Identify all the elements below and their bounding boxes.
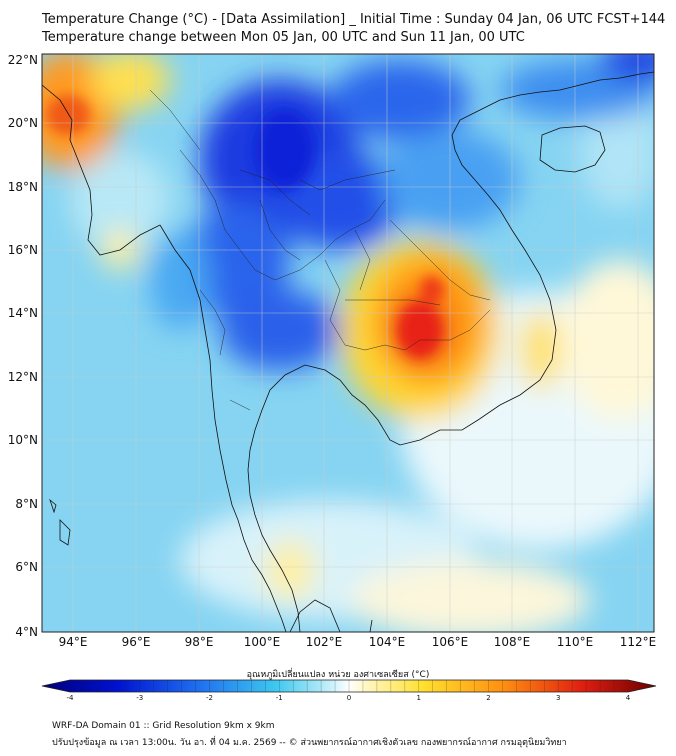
lat-label: 22°N (8, 53, 38, 67)
lon-label: 112°E (620, 635, 657, 649)
coastlines (42, 71, 654, 632)
lon-label: 104°E (369, 635, 406, 649)
lat-label: 16°N (8, 243, 38, 257)
colorbar-tick-label: -2 (206, 694, 213, 702)
lon-label: 110°E (557, 635, 594, 649)
lat-label: 8°N (15, 497, 38, 511)
colorbar-tick-label: -4 (67, 694, 75, 702)
colorbar-tick-label: 1 (417, 694, 421, 702)
lat-label: 14°N (8, 306, 38, 320)
colorbar-tick-label: 0 (347, 694, 351, 702)
country-borders (149, 89, 491, 411)
colorbar-tick-label: 4 (626, 694, 631, 702)
colorbar-bar (41, 679, 657, 693)
latitude-axis: 22°N 20°N 18°N 16°N 14°N 12°N 10°N 8°N 6… (8, 53, 38, 639)
lon-label: 102°E (306, 635, 343, 649)
lon-label: 94°E (59, 635, 88, 649)
lat-label: 10°N (8, 433, 38, 447)
lon-label: 106°E (432, 635, 469, 649)
lat-label: 18°N (8, 180, 38, 194)
lon-label: 98°E (185, 635, 214, 649)
footer-update-info: ปรับปรุงข้อมูล ณ เวลา 13:00น. วัน อา. ที… (52, 738, 567, 748)
map-title: Temperature Change (°C) - [Data Assimila… (42, 12, 666, 27)
map-gridlines (42, 54, 654, 632)
lat-label: 20°N (8, 116, 38, 130)
longitude-axis: 94°E 96°E 98°E 100°E 102°E 104°E 106°E 1… (59, 635, 657, 649)
map-frame (41, 53, 655, 633)
temperature-field (42, 54, 654, 632)
map-subtitle: Temperature change between Mon 05 Jan, 0… (42, 30, 525, 45)
colorbar-tick-label: 3 (556, 694, 560, 702)
lat-label: 4°N (15, 625, 38, 639)
lat-label: 12°N (8, 370, 38, 384)
lon-label: 96°E (122, 635, 151, 649)
colorbar-title: อุณหภูมิเปลี่ยนแปลง หน่วย องศาเซลเซียส (… (246, 670, 430, 680)
lat-label: 6°N (15, 560, 38, 574)
colorbar-tick-label: -1 (276, 694, 283, 702)
lon-label: 108°E (494, 635, 531, 649)
colorbar-tick-label: -3 (136, 694, 143, 702)
footer-model-info: WRF-DA Domain 01 :: Grid Resolution 9km … (52, 721, 275, 731)
colorbar: -4 -3 -2 -1 0 1 2 3 4 (41, 679, 657, 702)
colorbar-tick-label: 2 (486, 694, 490, 702)
lon-label: 100°E (244, 635, 281, 649)
